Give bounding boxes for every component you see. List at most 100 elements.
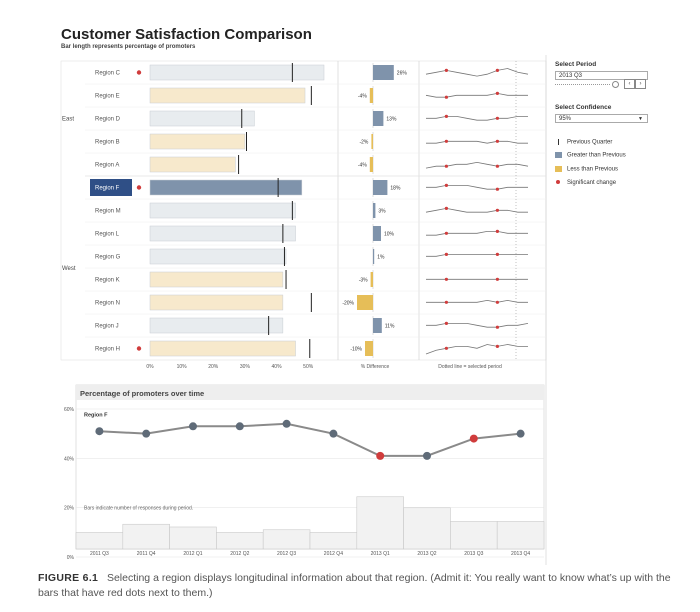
legend-greater: Greater than Previous [555, 152, 626, 159]
period-slider-handle[interactable] [612, 81, 619, 88]
bar-region-k [149, 271, 284, 288]
sparkline-dot-region-m-7 [495, 208, 499, 212]
confidence-select[interactable]: 95% ▼ [555, 114, 648, 123]
sparkline-region-h [425, 344, 528, 355]
region-label-region-j: Region J [95, 324, 119, 330]
legend-significant: Significant change [555, 180, 616, 186]
bar-region-d [149, 110, 255, 127]
significant-dot-region-c [136, 70, 142, 75]
sparkline-dot-region-l-7 [495, 229, 499, 233]
sparkline-region-g [426, 253, 528, 257]
caption-text: Selecting a region displays longitudinal… [38, 572, 671, 599]
category-tick-8: 2013 Q3 [464, 551, 483, 557]
region-label-region-l: Region L [95, 232, 120, 238]
response-bar-3 [216, 532, 264, 550]
greater-swatch-icon [555, 152, 562, 158]
x-tick-1: 10% [177, 364, 188, 370]
category-tick-1: 2011 Q4 [137, 551, 156, 557]
sparkline-region-d [426, 116, 528, 121]
diff-bar-region-k [370, 272, 373, 287]
sparkline-region-a [425, 161, 529, 169]
group-label-west: West [62, 266, 76, 272]
region-label-region-d: Region D [95, 117, 121, 123]
chevron-left-icon[interactable]: ‹ [624, 79, 635, 89]
period-input[interactable]: 2013 Q3 [555, 71, 648, 80]
sparkline-dot-region-d-7 [495, 116, 499, 120]
period-slider-track[interactable] [555, 84, 610, 85]
diff-label-region-b: -2% [359, 140, 368, 146]
sparkline-dot-region-j-7 [495, 325, 499, 329]
legend-previous-quarter: Previous Quarter [555, 139, 612, 146]
dotted-line-note: Dotted line = selected period [438, 364, 502, 370]
sparkline-dot-region-c-7 [495, 68, 499, 72]
legend-less: Less than Previous [555, 166, 618, 173]
sparkline-dot-region-e-2 [444, 95, 448, 99]
promoter-point-7 [423, 451, 431, 460]
category-tick-0: 2011 Q3 [90, 551, 109, 557]
promoter-point-2 [189, 422, 197, 431]
sparkline-dot-region-f-7 [495, 187, 499, 191]
select-period-label: Select Period [555, 61, 597, 68]
sparkline-dot-region-n-2 [444, 300, 448, 304]
sparkline-dot-region-f-2 [444, 183, 448, 187]
response-bar-1 [122, 523, 170, 550]
bar-region-n [149, 294, 284, 311]
diff-bar-region-m [373, 203, 376, 218]
diff-label-region-g: 1% [377, 255, 385, 261]
responses-note: Bars indicate number of responses during… [84, 506, 193, 512]
sparkline-dot-region-l-2 [444, 231, 448, 235]
category-tick-9: 2013 Q4 [511, 551, 530, 557]
select-confidence-label: Select Confidence [555, 104, 612, 111]
region-label-region-g: Region G [95, 255, 121, 261]
significant-dot-region-h [136, 346, 142, 351]
diff-label-region-d: 13% [386, 117, 397, 123]
series-label: Region F [84, 412, 108, 418]
diff-bar-region-l [373, 226, 381, 241]
region-label-region-n: Region N [95, 301, 120, 307]
y-tick-3: 0% [67, 555, 75, 561]
sparkline-dot-region-k-2 [444, 277, 448, 281]
group-label-east: East [62, 117, 74, 123]
sparkline-dot-region-h-7 [495, 344, 499, 348]
response-bar-9 [496, 521, 545, 550]
chevron-right-icon[interactable]: › [635, 79, 646, 89]
category-tick-2: 2012 Q1 [183, 551, 202, 557]
diff-axis-label: % Difference [361, 364, 390, 370]
sparkline-region-e [425, 92, 528, 98]
legend-less-label: Less than Previous [567, 166, 619, 173]
y-tick-1: 40% [64, 456, 75, 462]
region-label-region-k: Region K [95, 278, 120, 284]
diff-label-region-j: 11% [385, 324, 395, 330]
response-bar-6 [356, 496, 404, 550]
less-swatch-icon [555, 166, 562, 172]
dashboard-title: Customer Satisfaction Comparison [61, 26, 312, 43]
region-label-region-c: Region C [95, 71, 121, 77]
diff-label-region-k: -3% [359, 278, 368, 284]
response-bar-2 [169, 526, 217, 550]
diff-label-region-l: 10% [384, 232, 395, 238]
y-tick-0: 60% [64, 407, 75, 413]
figure-caption: FIGURE 6.1 Selecting a region displays l… [38, 571, 678, 601]
x-tick-5: 50% [303, 364, 314, 370]
category-tick-4: 2012 Q3 [277, 551, 296, 557]
sparkline-region-c [425, 68, 529, 77]
sparkline-dot-region-c-2 [444, 68, 448, 72]
sparkline-region-m [425, 207, 528, 213]
region-label-region-h: Region H [95, 347, 120, 353]
y-tick-2: 20% [64, 506, 75, 512]
x-tick-3: 30% [240, 364, 251, 370]
region-label-region-m: Region M [95, 209, 121, 215]
promoter-point-9 [516, 429, 525, 438]
sparkline-dot-region-n-7 [495, 300, 499, 304]
diff-bar-region-g [373, 249, 375, 264]
diff-bar-region-j [373, 318, 382, 333]
promoter-point-8 [469, 434, 478, 443]
sparkline-region-b [426, 140, 528, 144]
promoter-point-5 [329, 429, 338, 438]
diff-label-region-n: -20% [342, 301, 354, 307]
diff-label-region-c: 26% [397, 71, 408, 77]
diff-bar-region-b [371, 134, 373, 149]
response-bar-8 [450, 521, 498, 550]
sparkline-dot-region-g-2 [444, 252, 448, 256]
diff-label-region-h: -10% [350, 347, 362, 353]
